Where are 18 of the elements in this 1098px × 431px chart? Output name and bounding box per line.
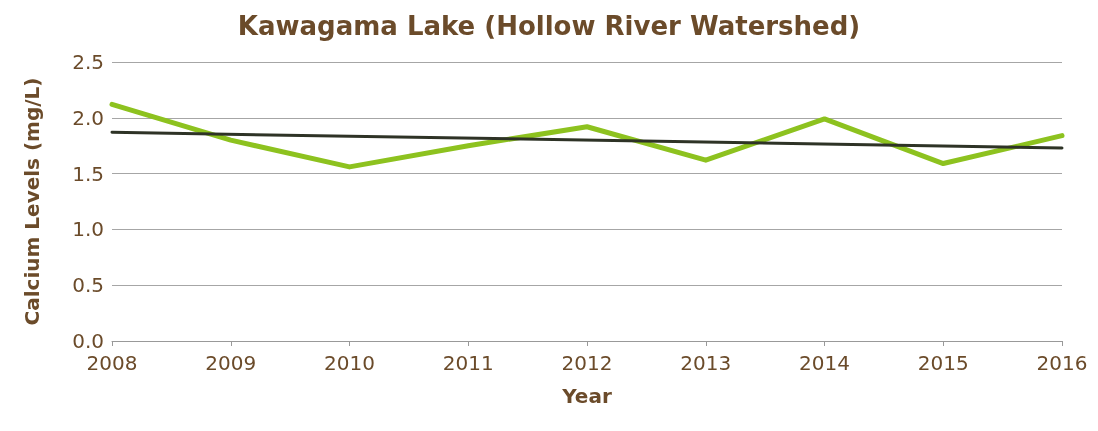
chart-title: Kawagama Lake (Hollow River Watershed) (237, 11, 861, 41)
x-tick-label: 2008 (86, 351, 138, 375)
y-tick-label: 1.5 (72, 161, 104, 186)
x-tick-label: 2015 (917, 351, 969, 375)
y-tick-label: 2.0 (72, 105, 104, 130)
x-tick-label: 2013 (680, 351, 732, 375)
x-tick-label: 2010 (324, 351, 375, 375)
y-axis-title: Calcium Levels (mg/L) (20, 77, 44, 326)
y-tick-label: 1.0 (72, 217, 104, 242)
y-tick-label: 0.0 (72, 329, 104, 353)
x-tick-label: 2014 (799, 351, 850, 375)
x-tick-label: 2016 (1036, 351, 1088, 375)
x-axis-title: Year (561, 384, 612, 408)
y-tick-label: 0.5 (72, 273, 104, 298)
x-tick-label: 2012 (561, 351, 613, 375)
x-tick-label: 2009 (205, 351, 257, 375)
x-tick-label: 2011 (442, 351, 494, 375)
y-tick-label: 2.5 (72, 50, 104, 74)
